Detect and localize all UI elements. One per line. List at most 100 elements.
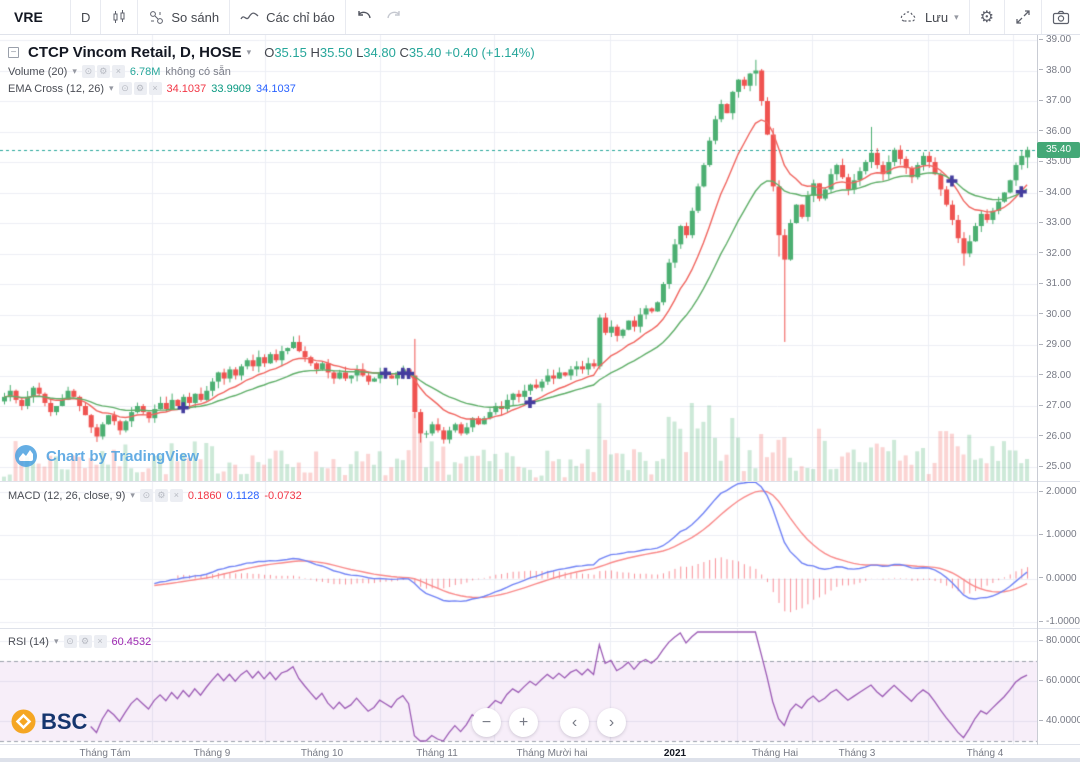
scroll-left-button[interactable]: ‹ (560, 708, 589, 737)
close-icon[interactable]: × (148, 82, 162, 95)
last-price-badge: 35.40 (1037, 141, 1080, 158)
axis-tick-label: 31.00 (1039, 278, 1071, 290)
toolbar-separator (100, 0, 102, 34)
open-label: O (264, 45, 275, 60)
low-label: L (356, 45, 364, 60)
zoom-in-button[interactable]: + (509, 708, 538, 737)
axis-tick-label: 35.00 (1039, 156, 1071, 168)
macd-indicator-label[interactable]: MACD (12, 26, close, 9) (8, 489, 126, 502)
close-icon[interactable]: × (93, 635, 107, 648)
rsi-indicator-label[interactable]: RSI (14) (8, 635, 49, 648)
rsi-value: 60.4532 (111, 635, 152, 648)
axis-tick-label: 29.00 (1039, 339, 1071, 351)
ema-legend-row: EMA Cross (12, 26) ▾ ⊙ ⚙ × 34.1037 33.99… (8, 82, 535, 95)
interval-button[interactable]: D (71, 0, 100, 34)
snapshot-button[interactable] (1042, 0, 1080, 34)
compare-label: So sánh (171, 9, 220, 25)
price-axis-border[interactable] (1037, 35, 1038, 745)
top-toolbar: VRE D So sánh (0, 0, 1080, 35)
time-axis-label: Tháng 9 (193, 748, 231, 759)
undo-button[interactable] (346, 0, 384, 34)
toolbar-separator (968, 0, 970, 34)
axis-tick-label: 0.0000 (1039, 573, 1077, 585)
toolbar-separator (344, 0, 346, 34)
compare-button[interactable]: So sánh (138, 0, 229, 34)
cloud-icon (900, 11, 916, 22)
macd-pane[interactable] (0, 482, 1037, 627)
macd-hist-value: 0.1860 (187, 489, 222, 502)
ema-slow-value: 33.9909 (211, 82, 252, 95)
tradingview-attribution[interactable]: Chart by TradingView (14, 444, 199, 468)
time-axis[interactable]: Tháng Tám Tháng 9 Tháng 10 Tháng 11 Tháng Mư… (0, 745, 1080, 762)
close-icon[interactable]: × (111, 65, 125, 78)
settings-small-icon[interactable]: ⚙ (96, 65, 110, 78)
save-layout-button[interactable]: Lưu ▾ (889, 0, 969, 34)
chevron-down-icon[interactable]: ▾ (130, 490, 135, 500)
gear-icon: ⚙ (979, 9, 994, 26)
axis-tick-label: 30.00 (1039, 309, 1071, 321)
eye-icon[interactable]: ⊙ (63, 635, 77, 648)
ohlc-values: O35.15 H35.50 L34.80 C35.40 +0.40 (+1.14… (264, 45, 534, 60)
open-value: 35.15 (274, 45, 307, 60)
settings-small-icon[interactable]: ⚙ (154, 489, 168, 502)
axis-tick-label: 80.0000 (1039, 635, 1080, 647)
axis-tick-label: 1.0000 (1039, 529, 1077, 541)
settings-small-icon[interactable]: ⚙ (133, 82, 147, 95)
chevron-down-icon[interactable]: ▾ (108, 83, 114, 93)
close-icon[interactable]: × (169, 489, 183, 502)
interval-label: D (81, 9, 91, 25)
ema-indicator-label[interactable]: EMA Cross (12, 26) (8, 82, 104, 95)
time-axis-label: Tháng 11 (416, 748, 458, 759)
undo-icon (358, 11, 371, 19)
chart-title[interactable]: CTCP Vincom Retail, D, HOSE (28, 44, 242, 61)
axis-tick-label: 60.0000 (1039, 675, 1080, 687)
time-axis-label: Tháng Tám (79, 748, 131, 759)
close-value: 35.40 (408, 45, 442, 60)
settings-button[interactable]: ⚙ (970, 0, 1004, 34)
eye-icon[interactable]: ⊙ (81, 65, 95, 78)
watermark-text: Chart by TradingView (46, 447, 200, 465)
symbol-search-button[interactable]: VRE (14, 9, 43, 25)
volume-note: không có sẵn (165, 65, 231, 78)
axis-tick-label: -1.0000 (1039, 616, 1080, 628)
collapse-icon[interactable]: − (8, 47, 19, 58)
toolbar-separator (229, 0, 231, 34)
zoom-out-button[interactable]: − (472, 708, 501, 737)
toolbar-separator (70, 0, 71, 34)
time-axis-label: Tháng Mười hai (516, 748, 588, 759)
indicators-button[interactable]: Các chỉ báo (230, 0, 345, 34)
axis-tick-label: 34.00 (1039, 187, 1071, 199)
axis-tick-label: 26.00 (1039, 431, 1071, 443)
axis-tick-label: 40.0000 (1039, 715, 1080, 727)
fullscreen-button[interactable] (1005, 0, 1041, 34)
chevron-down-icon[interactable]: ▾ (72, 66, 77, 76)
change-value: +0.40 (+1.14%) (445, 45, 535, 60)
axis-tick-label: 33.00 (1039, 217, 1071, 229)
redo-button[interactable] (384, 0, 412, 34)
macd-legend: MACD (12, 26, close, 9) ▾ ⊙ ⚙ × 0.1860 0… (8, 489, 302, 502)
time-axis-label: 2021 (663, 748, 687, 759)
time-axis-label: Tháng Hai (751, 748, 799, 759)
eye-icon[interactable]: ⊙ (139, 489, 153, 502)
pane-separator[interactable] (0, 628, 1080, 629)
volume-legend-row: Volume (20) ▾ ⊙ ⚙ × 6.78M không có sẵn (8, 65, 535, 78)
main-legend: − CTCP Vincom Retail, D, HOSE ▾ O35.15 H… (8, 44, 535, 95)
redo-icon (387, 11, 400, 19)
chevron-down-icon[interactable]: ▾ (246, 47, 252, 57)
chevron-down-icon[interactable]: ▾ (53, 636, 59, 646)
bottom-scroll-strip[interactable] (0, 758, 1080, 762)
price-pane[interactable] (0, 35, 1037, 481)
time-axis-label: Tháng 3 (838, 748, 876, 759)
eye-icon[interactable]: ⊙ (118, 82, 132, 95)
high-label: H (310, 45, 320, 60)
axis-tick-label: 2.0000 (1039, 486, 1077, 498)
macd-line-value: 0.1128 (226, 489, 260, 502)
pane-separator (0, 744, 1080, 745)
volume-indicator-label[interactable]: Volume (20) (8, 65, 68, 78)
scroll-right-button[interactable]: › (597, 708, 626, 737)
settings-small-icon[interactable]: ⚙ (78, 635, 92, 648)
chart-style-button[interactable] (101, 0, 137, 34)
fullscreen-icon (1016, 10, 1030, 24)
pane-separator[interactable] (0, 481, 1080, 482)
